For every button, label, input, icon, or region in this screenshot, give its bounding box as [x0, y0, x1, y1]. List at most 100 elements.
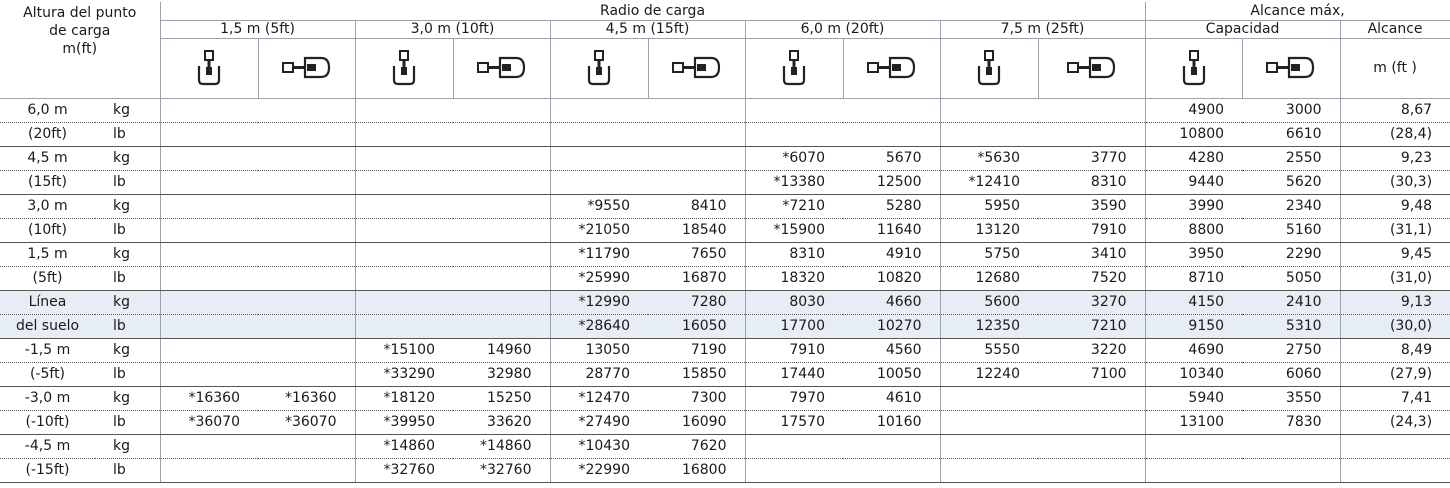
radius-label: 1,5 m (5ft): [159, 20, 356, 39]
value-cell: [354, 146, 453, 171]
value-cell: [159, 338, 258, 363]
value-cell: 8030: [744, 290, 843, 315]
table-row: -4,5 m kg *14860 *14860 *10430 7620: [0, 434, 1450, 459]
value-cell: 3770: [1038, 146, 1146, 171]
value-cell: 9,48: [1339, 194, 1450, 219]
radius-label: 6,0 m (20ft): [744, 20, 941, 39]
value-cell: [939, 386, 1038, 411]
reach-header: Alcance: [1339, 20, 1450, 39]
value-cell: [354, 242, 453, 267]
value-cell: 8310: [1038, 170, 1146, 195]
value-cell: [744, 458, 843, 483]
value-cell: 4150: [1144, 290, 1243, 315]
value-cell: 3590: [1038, 194, 1146, 219]
value-cell: [159, 98, 258, 123]
reach-unit: m (ft ): [1339, 38, 1450, 99]
value-cell: [258, 266, 355, 291]
value-cell: [159, 242, 258, 267]
value-cell: [159, 314, 258, 339]
value-cell: 7520: [1038, 266, 1146, 291]
value-cell: [1038, 122, 1146, 147]
value-cell: 3220: [1038, 338, 1146, 363]
height-label: del suelo: [0, 314, 95, 339]
value-cell: [843, 122, 940, 147]
value-cell: [843, 434, 940, 459]
height-label: -3,0 m: [0, 386, 95, 411]
value-cell: 16870: [648, 266, 745, 291]
value-cell: 12350: [939, 314, 1038, 339]
value-cell: [1339, 434, 1450, 459]
table-row: -1,5 m kg *15100 14960 13050 7190 7910 4560 5550…: [0, 338, 1450, 363]
side-icon: [866, 56, 915, 79]
value-cell: [354, 194, 453, 219]
table-body: 6,0 m kg 4900 3000 8,67 (20ft) lb 10800 6610 (28,…: [0, 98, 1450, 483]
value-cell: *18120: [354, 386, 453, 411]
value-cell: 10800: [1144, 122, 1243, 147]
value-cell: *7210: [744, 194, 843, 219]
value-cell: 13100: [1144, 410, 1243, 435]
value-cell: 7300: [648, 386, 745, 411]
value-cell: [159, 122, 258, 147]
value-cell: 10820: [843, 266, 940, 291]
value-cell: 4900: [1144, 98, 1243, 123]
value-cell: 3550: [1242, 386, 1341, 411]
front-icon: [782, 50, 806, 86]
value-cell: [549, 122, 648, 147]
value-cell: *22990: [549, 458, 648, 483]
value-cell: [648, 98, 745, 123]
height-label: Línea: [0, 290, 95, 315]
value-cell: 3270: [1038, 290, 1146, 315]
value-cell: 16090: [648, 410, 745, 435]
value-cell: [258, 146, 355, 171]
value-cell: 17700: [744, 314, 843, 339]
value-cell: 7210: [1038, 314, 1146, 339]
value-cell: 15250: [453, 386, 550, 411]
value-cell: *36070: [159, 410, 258, 435]
value-cell: 18540: [648, 218, 745, 243]
value-cell: 5280: [843, 194, 940, 219]
value-cell: 4910: [843, 242, 940, 267]
table-row: del suelo lb *28640 16050 17700 10270 12350 721…: [0, 314, 1450, 339]
value-cell: [159, 194, 258, 219]
unit-label: kg: [95, 98, 160, 123]
value-cell: (30,3): [1339, 170, 1450, 195]
front-icon: [392, 50, 416, 86]
value-cell: *5630: [939, 146, 1038, 171]
table-row: (-5ft) lb *33290 32980 28770 15850 17440 10050 1…: [0, 362, 1450, 387]
value-cell: (30,0): [1339, 314, 1450, 339]
value-cell: 7910: [744, 338, 843, 363]
value-cell: 13050: [549, 338, 648, 363]
front-icon: [977, 50, 1001, 86]
value-cell: 9150: [1144, 314, 1243, 339]
value-cell: [453, 194, 550, 219]
value-cell: 18320: [744, 266, 843, 291]
value-cell: 5310: [1242, 314, 1341, 339]
front-icon: [587, 50, 611, 86]
value-cell: [354, 98, 453, 123]
value-cell: 5750: [939, 242, 1038, 267]
front-icon: [1182, 50, 1205, 86]
value-cell: [159, 458, 258, 483]
value-cell: 2550: [1242, 146, 1341, 171]
value-cell: [354, 170, 453, 195]
value-cell: [1038, 434, 1146, 459]
value-cell: 10160: [843, 410, 940, 435]
value-cell: [453, 218, 550, 243]
value-cell: [159, 362, 258, 387]
value-cell: [549, 170, 648, 195]
value-cell: 6610: [1242, 122, 1341, 147]
value-cell: *16360: [258, 386, 355, 411]
value-cell: 7910: [1038, 218, 1146, 243]
value-cell: 32980: [453, 362, 550, 387]
value-cell: [843, 98, 940, 123]
value-cell: 6060: [1242, 362, 1341, 387]
table-row: 1,5 m kg *11790 7650 8310 4910 5750 3410 3950 229…: [0, 242, 1450, 267]
icon-cell: [1241, 38, 1341, 99]
value-cell: *28640: [549, 314, 648, 339]
value-cell: [1038, 98, 1146, 123]
value-cell: 8,49: [1339, 338, 1450, 363]
value-cell: 5620: [1242, 170, 1341, 195]
value-cell: (31,0): [1339, 266, 1450, 291]
value-cell: 14960: [453, 338, 550, 363]
capacity-header: Capacidad: [1144, 20, 1341, 39]
